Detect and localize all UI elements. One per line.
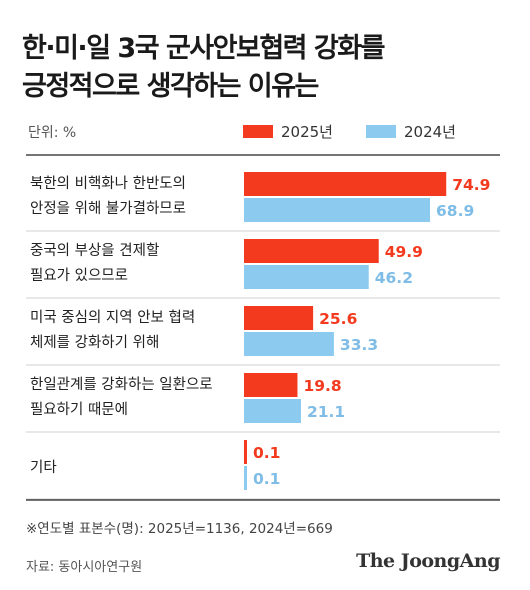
category-label-2-line-2: 필요가 있으므로 bbox=[30, 267, 128, 284]
legend-item-2025: 2025년 bbox=[243, 121, 333, 142]
title-line-1: 한·미·일 3국 군사안보협력 강화를 bbox=[22, 33, 385, 64]
value-label-2024-3: 33.3 bbox=[340, 336, 378, 354]
category-label-1-line-2: 안정을 위해 불가결하므로 bbox=[30, 200, 186, 217]
bar-2025-4 bbox=[244, 373, 298, 397]
category-label-3-line-1: 미국 중심의 지역 안보 협력 bbox=[30, 309, 195, 326]
bar-2024-4 bbox=[244, 399, 301, 423]
value-label-2025-5: 0.1 bbox=[253, 444, 280, 462]
value-label-2024-2: 46.2 bbox=[375, 269, 413, 287]
value-label-2024-5: 0.1 bbox=[253, 470, 280, 488]
legend-label-2025: 2025년 bbox=[281, 123, 333, 141]
title-line-2: 긍정적으로 생각하는 이유는 bbox=[22, 71, 319, 102]
legend-swatch-2025 bbox=[243, 125, 273, 138]
value-label-2025-3: 25.6 bbox=[319, 310, 357, 328]
bar-2024-1 bbox=[244, 198, 431, 222]
bar-2025-2 bbox=[244, 239, 379, 263]
legend-label-2024: 2024년 bbox=[404, 123, 456, 141]
value-label-2024-4: 21.1 bbox=[307, 403, 345, 421]
publisher-logo: The JoongAng bbox=[356, 550, 500, 572]
value-label-2025-1: 74.9 bbox=[452, 176, 490, 194]
category-label-2-line-1: 중국의 부상을 견제할 bbox=[30, 242, 159, 259]
bar-2025-1 bbox=[244, 172, 447, 196]
unit-label: 단위: % bbox=[28, 125, 77, 141]
bar-2024-2 bbox=[244, 265, 369, 289]
value-label-2024-1: 68.9 bbox=[436, 202, 474, 220]
category-label-5-line-1: 기타 bbox=[30, 459, 57, 476]
chart-title: 한·미·일 3국 군사안보협력 강화를 긍정적으로 생각하는 이유는 bbox=[22, 30, 385, 106]
footnote: ※연도별 표본수(명): 2025년=1136, 2024년=669 bbox=[26, 521, 333, 537]
bar-2024-3 bbox=[244, 332, 334, 356]
source: 자료: 동아시아연구원 bbox=[26, 560, 143, 575]
value-label-2025-2: 49.9 bbox=[385, 243, 423, 261]
bar-2025-5 bbox=[244, 440, 247, 464]
category-label-1-line-1: 북한의 비핵화나 한반도의 bbox=[30, 175, 186, 192]
category-label-4-line-2: 필요하기 때문에 bbox=[30, 401, 128, 418]
value-label-2025-4: 19.8 bbox=[303, 377, 341, 395]
category-label-3-line-2: 체제를 강화하기 위해 bbox=[30, 334, 159, 351]
legend-item-2024: 2024년 bbox=[366, 121, 456, 142]
bar-2025-3 bbox=[244, 306, 314, 330]
bar-2024-5 bbox=[244, 466, 247, 490]
category-label-4-line-1: 한일관계를 강화하는 일환으로 bbox=[30, 376, 213, 393]
legend-swatch-2024 bbox=[366, 125, 396, 138]
